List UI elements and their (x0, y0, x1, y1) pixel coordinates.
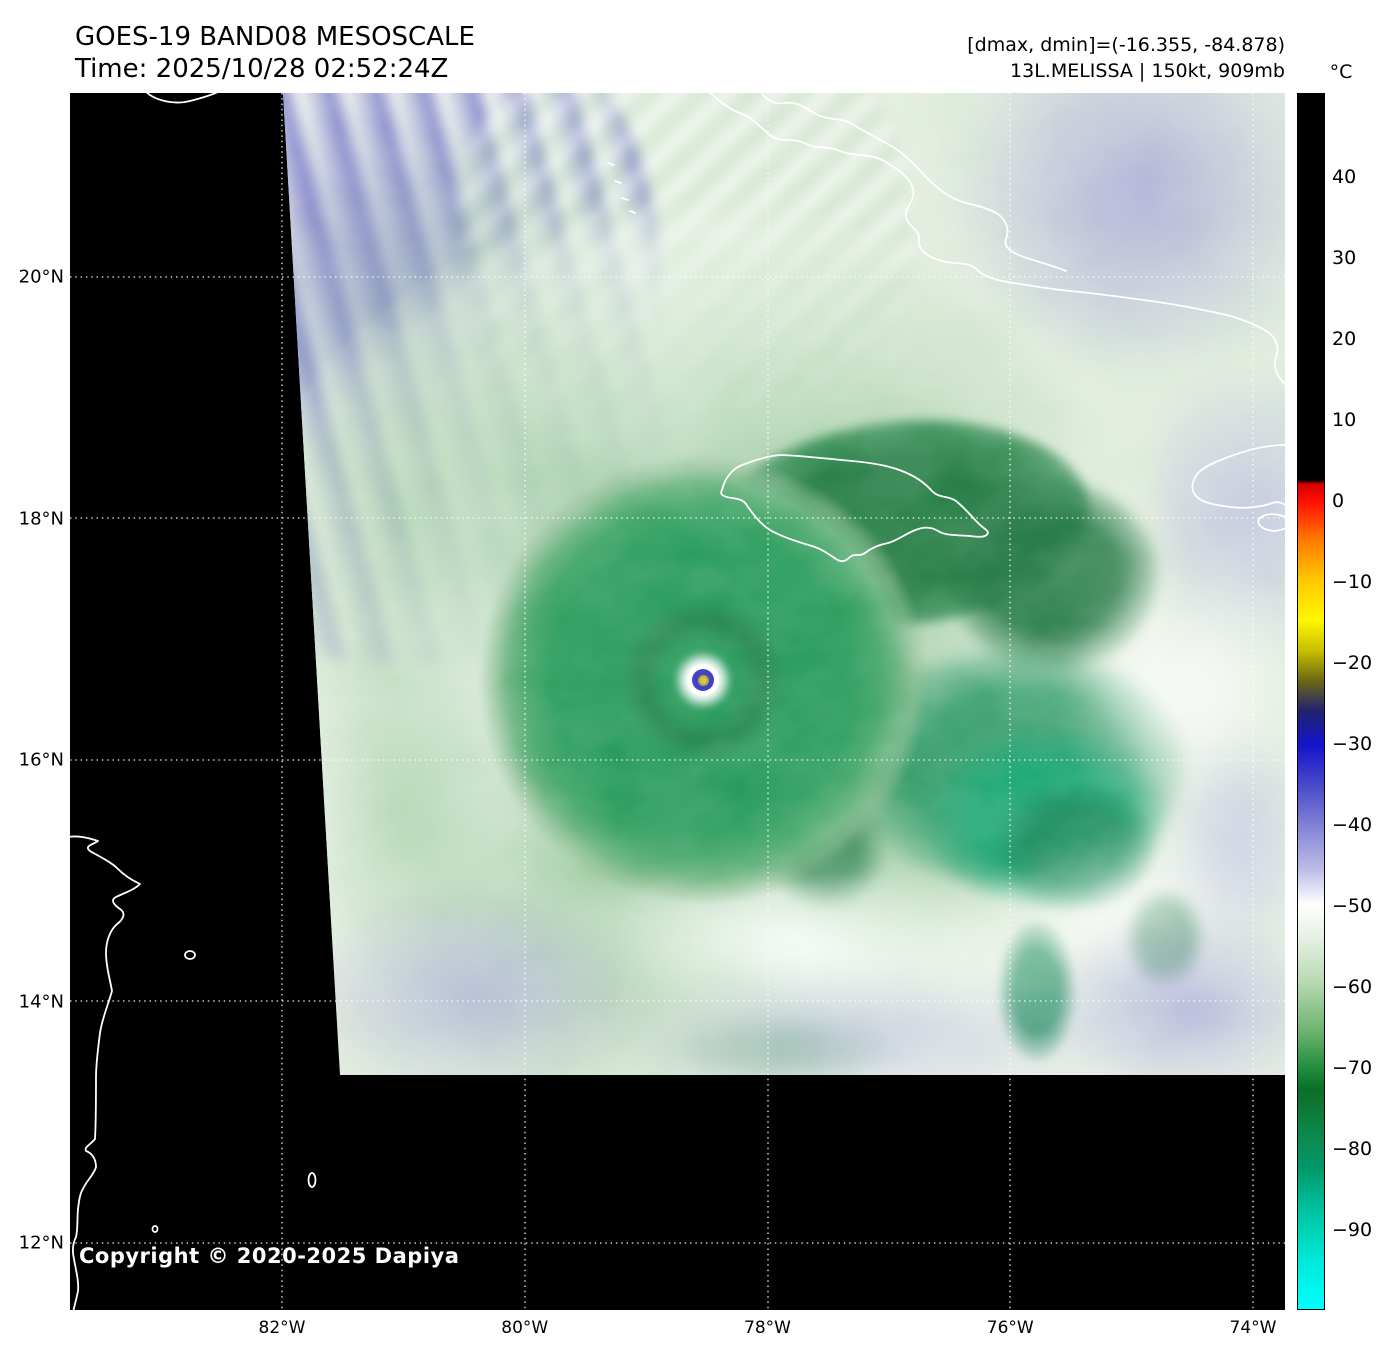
header-title-block: GOES-19 BAND08 MESOSCALE Time: 2025/10/2… (75, 22, 475, 85)
lat-tick-label: 12°N (18, 1232, 64, 1254)
colorbar-tick-label: −30 (1332, 733, 1373, 755)
island-small-1 (184, 950, 196, 960)
satellite-map-panel: Copyright © 2020-2025 Dapiya (70, 93, 1285, 1310)
island-small-3 (307, 1172, 317, 1188)
colorbar-tick-label: 10 (1332, 409, 1357, 431)
colorbar-tick-label: 40 (1332, 166, 1357, 188)
cloud-layer-lavender-southwest (305, 888, 645, 1075)
colorbar-tick-label: −80 (1332, 1138, 1373, 1160)
colorbar-tick-label: −60 (1332, 976, 1373, 998)
lat-tick-label: 16°N (18, 749, 64, 771)
lat-tick-label: 18°N (18, 508, 64, 529)
timestamp-label: Time: 2025/10/28 02:52:24Z (75, 53, 449, 84)
colorbar-tick-label: −10 (1332, 571, 1373, 593)
copyright-label: Copyright © 2020-2025 Dapiya (79, 1244, 460, 1268)
cloud-layer-lavender-south (585, 968, 1125, 1075)
lat-tick-label: 20°N (18, 266, 64, 288)
colorbar-tick-label: −90 (1332, 1219, 1373, 1241)
lon-tick-label: 74°W (1229, 1318, 1277, 1338)
colorbar-tick-label: −40 (1332, 814, 1373, 836)
header-info-block: [dmax, dmin]=(-16.355, -84.878) 13L.MELI… (967, 33, 1285, 84)
colorbar-unit-label: °C (1329, 61, 1353, 83)
page-title: GOES-19 BAND08 MESOSCALE (75, 22, 475, 52)
dmax-dmin-readout: [dmax, dmin]=(-16.355, -84.878) (967, 34, 1285, 56)
hurricane-eye-warm-core (697, 674, 709, 686)
colorbar-tick-label: −50 (1332, 895, 1373, 917)
storm-status-readout: 13L.MELISSA | 150kt, 909mb (1010, 59, 1285, 82)
colorbar-tick-label: −70 (1332, 1057, 1373, 1079)
lon-tick-label: 76°W (986, 1318, 1034, 1338)
lon-tick-label: 82°W (258, 1318, 306, 1338)
colorbar-tick-label: 30 (1332, 247, 1357, 269)
colorbar-tick-label: 0 (1332, 490, 1345, 512)
coastline-central-america (70, 835, 141, 1310)
lon-tick-label: 78°W (744, 1318, 791, 1338)
colorbar-tick-label: −20 (1332, 652, 1373, 674)
lat-tick-label: 14°N (18, 991, 64, 1012)
colorbar-gradient (1297, 93, 1325, 1310)
coastline-isle-of-youth (146, 93, 218, 104)
lon-tick-label: 80°W (501, 1318, 549, 1338)
island-small-2 (151, 1225, 159, 1233)
colorbar-tick-label: 20 (1332, 328, 1357, 350)
satellite-imagery-swath (283, 93, 1285, 1075)
